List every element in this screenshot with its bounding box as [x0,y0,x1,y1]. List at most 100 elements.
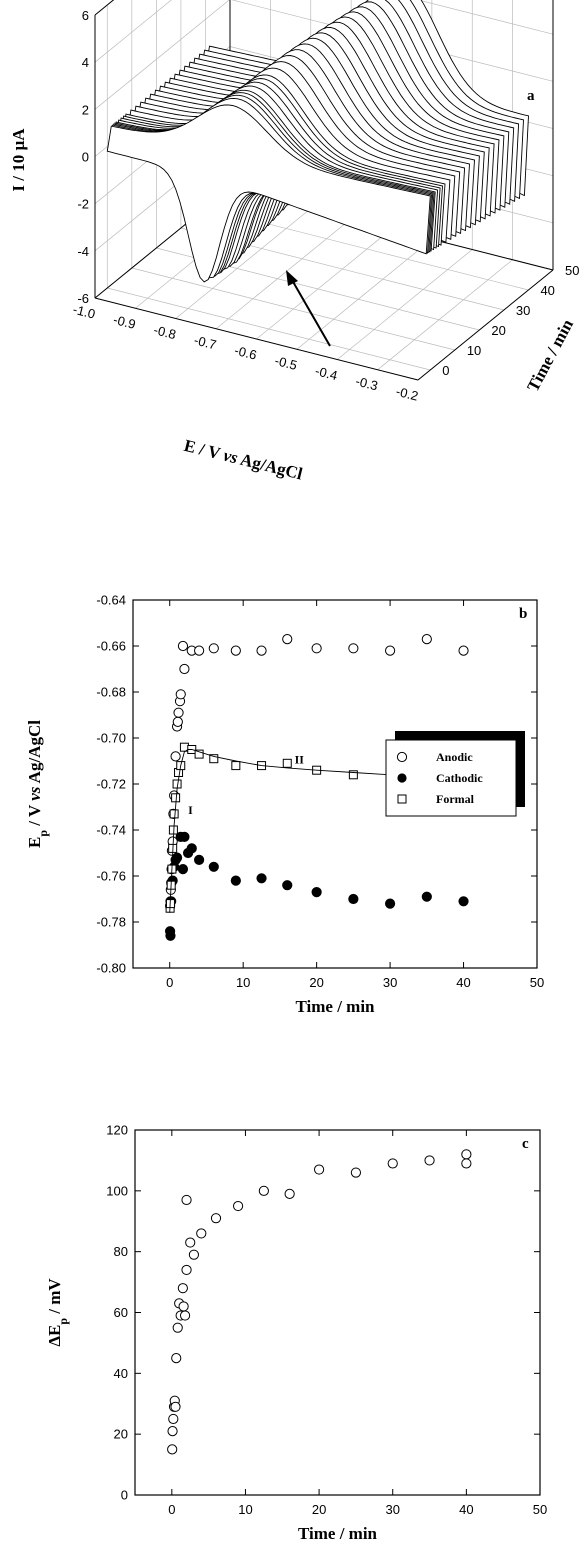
y-axis-label-part: vs [25,786,44,801]
data-point [178,1284,187,1293]
panel-letter: b [519,606,527,622]
x-tick-label: 10 [236,975,250,990]
data-point [168,1427,177,1436]
data-point [178,865,187,874]
data-point [422,892,431,901]
legend-marker [397,773,406,782]
legend-label: Anodic [436,750,473,764]
y-tick-label: -0.76 [96,869,126,884]
data-point [388,1159,397,1168]
data-point [197,1229,206,1238]
x-tick-label: -0.6 [233,343,258,363]
x-tick-label: 40 [456,975,470,990]
data-point [195,646,204,655]
data-point [166,931,175,940]
y-axis-label: Ep / V vs Ag/AgCl [25,720,50,848]
y-tick-label: 0 [442,363,449,378]
plot-frame [135,1130,540,1495]
data-point [168,1445,177,1454]
y-axis-label-part: / mV [45,1278,64,1318]
x-tick-label: 50 [530,975,544,990]
data-point [171,1402,180,1411]
region-label: I [188,803,193,817]
y-tick-label: 0 [121,1488,128,1503]
data-point [232,762,240,770]
data-point [180,664,189,673]
y-tick-label: -0.70 [96,731,126,746]
data-point [172,853,181,862]
current-axis-label: I / 10 µA [9,128,28,192]
x-tick-label: 0 [166,975,173,990]
data-point [172,794,180,802]
y-axis-label-part: ΔE [45,1325,64,1347]
y-axis-label-part: Ag/AgCl [25,720,44,787]
panel-letter: c [522,1136,529,1152]
data-point [173,1323,182,1332]
data-point [172,1354,181,1363]
y-tick-label: -0.68 [96,685,126,700]
time-axis-label: Time / min [523,316,577,395]
x-tick-label: 30 [383,975,397,990]
y-tick-label: -0.66 [96,639,126,654]
x-axis-label-part: Ag/AgCl [235,449,304,484]
data-point [231,646,240,655]
panel-b: 0 10 20 30 40 50 -0.64 -0.66 -0.68 -0.70 -0.72 -0.7… [0,545,584,1105]
x-tick-label: -0.8 [152,322,177,342]
legend-label: Formal [436,792,475,806]
x-tick-label: -0.7 [193,332,218,352]
y-tick-label: 20 [114,1427,128,1442]
data-point [462,1159,471,1168]
panel-letter: a [527,88,535,104]
legend-marker [398,795,406,803]
data-point [283,881,292,890]
data-point [257,646,266,655]
y-tick-label: 40 [114,1366,128,1381]
data-point [180,832,189,841]
grid-line [337,250,472,360]
data-point [312,888,321,897]
y-tick-label: 30 [516,303,530,318]
data-point [211,1214,220,1223]
data-point [349,644,358,653]
x-tick-label: 0 [168,1502,175,1517]
y-tick-label: 20 [491,323,505,338]
data-point [283,635,292,644]
data-point [187,844,196,853]
y-tick-label: 10 [467,343,481,358]
data-point [195,855,204,864]
data-point [459,897,468,906]
y-tick-label: 100 [106,1183,128,1198]
z-tick-label: -2 [77,197,89,212]
data-point [171,752,180,761]
panel-c: 0 10 20 30 40 50 0 20 40 60 80 100 120 Time / min ΔEp … [0,1105,584,1545]
data-point [182,1265,191,1274]
y-tick-label: -0.64 [96,593,126,608]
data-point [179,1302,188,1311]
chart-a: -1.0 -0.9 -0.8 -0.7 -0.6 -0.5 -0.4 -0.3 -0.2 0 10 2… [0,0,584,545]
y-tick-label: 40 [540,283,554,298]
x-tick-label: 40 [459,1502,473,1517]
grid-line [257,229,392,339]
data-point [178,641,187,650]
chart-b: 0 10 20 30 40 50-0.64-0.66-0.68-0.70-0.72-0.7… [0,545,584,1105]
data-point [209,644,218,653]
data-point [314,1165,323,1174]
x-axis-label: E / V vs Ag/AgCl [182,436,305,484]
grid-line [297,239,432,349]
y-tick-label: 120 [106,1123,128,1138]
y-tick-label: 50 [565,263,579,278]
data-point [186,1238,195,1247]
z-tick-label: -6 [77,291,89,306]
data-point [425,1156,434,1165]
data-point [174,708,183,717]
data-point [459,646,468,655]
data-point [285,1189,294,1198]
panel-a: -1.0 -0.9 -0.8 -0.7 -0.6 -0.5 -0.4 -0.3 -0.2 0 10 2… [0,0,584,545]
x-tick-label: -0.2 [394,384,419,404]
data-point [209,862,218,871]
x-tick-label: -0.5 [273,353,298,373]
plot3d [95,0,553,380]
data-point [422,635,431,644]
y-tick-label: -0.78 [96,915,126,930]
axis-line [418,270,553,380]
